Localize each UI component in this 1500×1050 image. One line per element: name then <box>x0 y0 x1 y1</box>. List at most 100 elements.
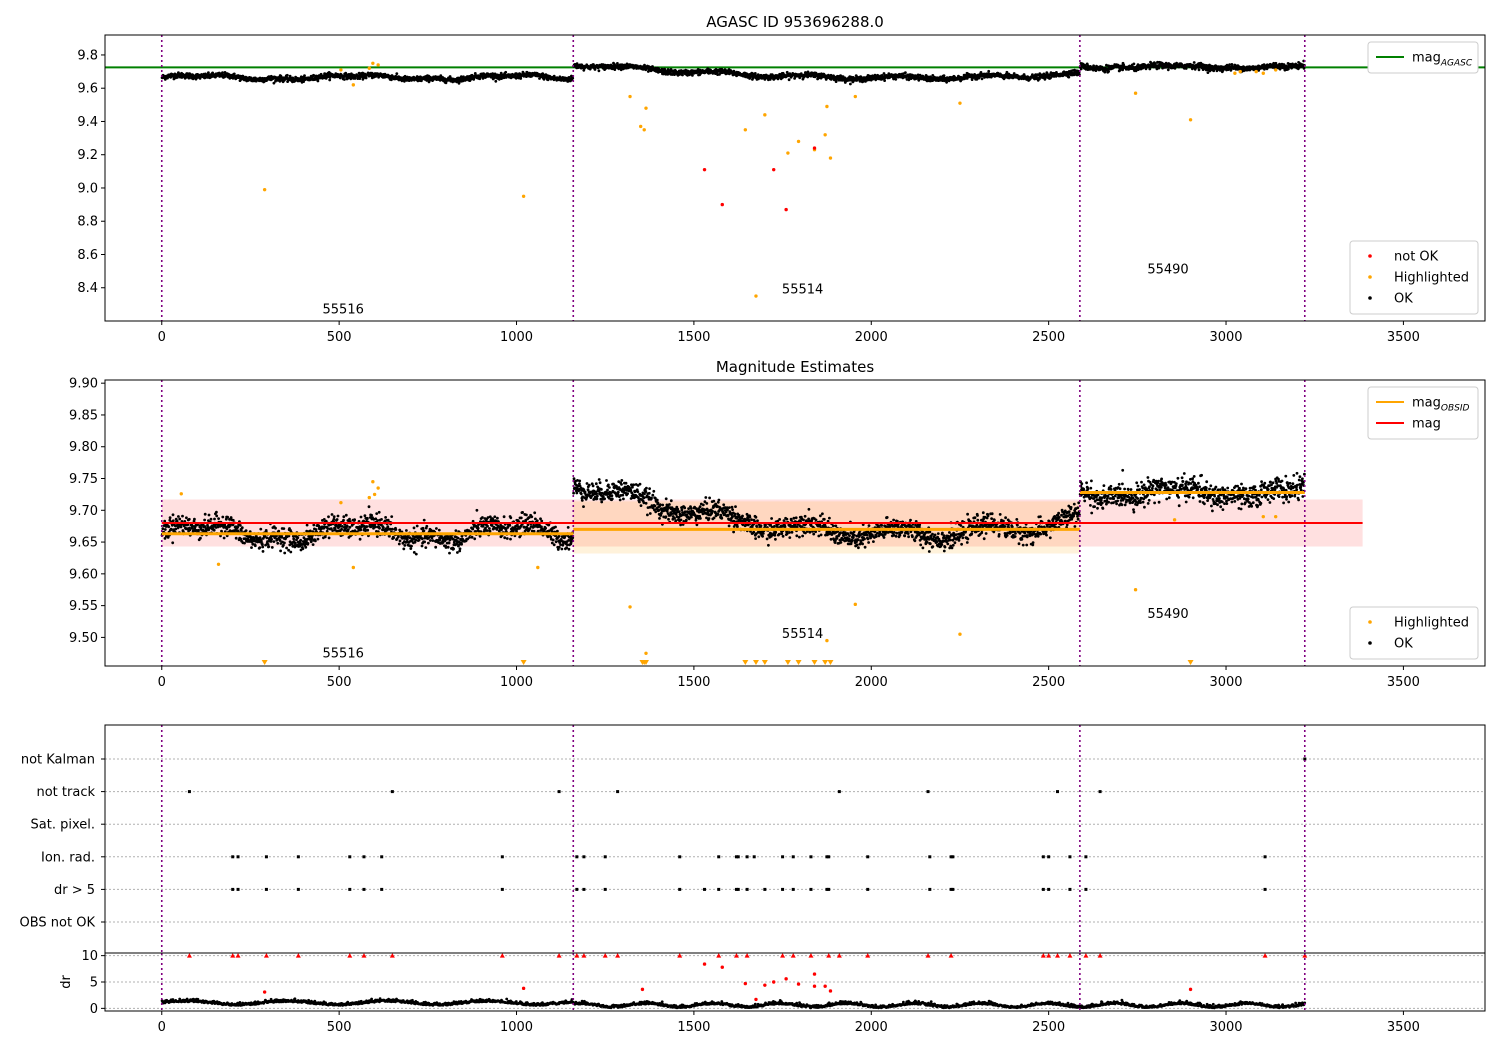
ok-point <box>431 539 435 542</box>
legend: magAGASC <box>1367 41 1479 74</box>
highlighted-point <box>828 156 833 160</box>
ok-point <box>199 536 202 540</box>
ok-point <box>395 72 399 75</box>
ok-point <box>504 70 508 74</box>
legend-label-main: mag <box>1412 51 1441 66</box>
ok-point <box>363 514 367 518</box>
ok-point <box>405 529 408 532</box>
x-tick-label: 2500 <box>1032 330 1065 345</box>
ok-point <box>366 516 369 520</box>
x-tick-label: 1000 <box>500 330 533 345</box>
ok-point <box>365 525 369 528</box>
ok-point <box>345 525 349 528</box>
ok-point <box>167 525 171 529</box>
legend-label: OK <box>1394 292 1413 307</box>
ok-point <box>787 78 791 82</box>
ok-point <box>312 74 316 77</box>
ok-point <box>207 513 211 517</box>
ok-point <box>327 515 330 519</box>
ok-point <box>178 517 182 521</box>
not-ok-point <box>720 202 724 207</box>
highlighted-point <box>1188 118 1193 122</box>
ok-point <box>530 515 534 519</box>
ok-point <box>486 524 489 528</box>
ok-point <box>215 510 218 514</box>
ok-point <box>316 537 320 541</box>
ok-point <box>277 529 281 533</box>
ok-point <box>285 73 289 77</box>
ok-points <box>160 59 1306 86</box>
ok-point <box>359 515 363 519</box>
ok-point <box>508 524 512 527</box>
ok-point <box>394 528 398 531</box>
ok-point <box>308 529 312 533</box>
ok-point <box>258 546 262 549</box>
ok-point <box>333 527 337 531</box>
ok-point <box>301 547 305 551</box>
ok-point <box>456 536 460 540</box>
ok-point <box>163 528 167 531</box>
ok-point <box>384 516 387 519</box>
ok-point <box>544 526 547 530</box>
ok-point <box>272 540 276 543</box>
ok-point <box>552 74 556 78</box>
ok-point <box>987 69 991 73</box>
ok-point <box>215 514 219 518</box>
ok-point <box>283 541 286 545</box>
ok-point <box>276 541 280 545</box>
ok-point <box>289 550 293 554</box>
ok-point <box>344 513 348 517</box>
ok-point <box>535 519 539 523</box>
ok-point <box>434 545 438 549</box>
ok-point <box>212 528 216 532</box>
ok-point <box>420 544 424 548</box>
ok-point <box>452 547 455 551</box>
ok-point <box>397 542 401 546</box>
ok-point <box>177 515 180 518</box>
chart-title: AGASC ID 953696288.0 <box>706 13 884 31</box>
y-tick-label: 9.0 <box>77 181 98 196</box>
ok-point <box>303 74 306 78</box>
ok-point <box>532 529 536 533</box>
ok-point <box>509 516 513 520</box>
x-tick-label: 500 <box>327 330 352 345</box>
ok-point <box>240 526 244 530</box>
ok-point <box>283 551 287 555</box>
ok-point <box>380 518 383 521</box>
not-ok-points <box>702 146 817 212</box>
ok-point <box>525 513 528 517</box>
ok-point <box>521 511 524 514</box>
ok-point <box>304 545 308 549</box>
ok-point <box>894 77 898 81</box>
ok-point <box>238 524 242 527</box>
ok-point <box>567 547 571 551</box>
ok-point <box>305 523 309 527</box>
ok-point <box>427 541 430 545</box>
ok-point <box>197 528 200 532</box>
ok-point <box>753 72 757 75</box>
highlighted-point <box>376 63 380 67</box>
x-tick-label: 1500 <box>677 330 710 345</box>
obsid-label: 55490 <box>1147 262 1188 277</box>
ok-point <box>261 550 265 553</box>
ok-point <box>556 529 559 533</box>
ok-point <box>410 544 413 548</box>
ok-point <box>422 518 426 522</box>
ok-point <box>272 81 276 85</box>
ok-point <box>460 542 463 546</box>
highlighted-point <box>628 94 632 99</box>
ok-point <box>519 516 523 520</box>
ok-point <box>519 77 523 80</box>
legend-dot-swatch <box>1368 275 1372 279</box>
legend-label: not OK <box>1394 250 1439 265</box>
ok-point <box>444 81 448 85</box>
ok-point <box>470 535 474 539</box>
ok-point <box>340 527 343 531</box>
legend-dot-swatch <box>1368 296 1372 300</box>
highlighted-point <box>339 68 343 72</box>
ok-point <box>187 517 191 521</box>
ok-point <box>343 78 346 81</box>
